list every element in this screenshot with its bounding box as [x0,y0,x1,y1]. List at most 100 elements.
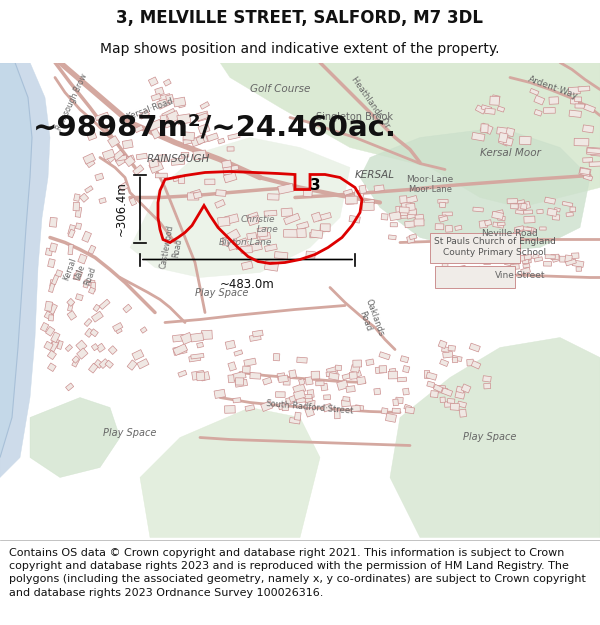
Bar [587,148,600,154]
Bar [491,95,500,103]
Bar [467,359,473,366]
Bar [178,370,187,377]
Bar [277,372,285,381]
Bar [284,229,299,238]
Bar [222,238,236,246]
Bar [580,168,590,175]
Bar [583,158,593,162]
Bar [396,206,403,214]
Bar [518,255,526,261]
Bar [233,398,241,403]
Bar [44,301,53,311]
Bar [326,371,337,377]
Bar [231,165,239,171]
Bar [85,186,93,193]
Bar [296,395,306,403]
Bar [245,405,254,411]
Bar [173,346,187,355]
Bar [359,185,367,194]
Bar [297,357,307,363]
Bar [113,150,124,161]
Bar [400,209,408,216]
Bar [403,388,409,395]
Bar [227,241,236,251]
Bar [415,214,424,222]
Bar [497,222,505,226]
Bar [334,411,340,419]
Text: South·Radford·Street: South·Radford·Street [266,399,355,416]
Bar [497,106,505,112]
Bar [68,302,73,311]
Bar [67,298,75,306]
Bar [493,210,503,216]
Bar [576,267,581,271]
Bar [426,372,437,380]
Bar [343,396,350,401]
Text: Rainsough Brow: Rainsough Brow [55,72,89,132]
Bar [140,327,147,333]
Bar [565,255,572,262]
Bar [49,243,58,252]
Bar [473,207,484,212]
Bar [107,154,115,162]
Bar [250,242,262,252]
Bar [311,371,320,379]
Text: Blyton·Lane: Blyton·Lane [218,238,272,247]
Text: Play Space: Play Space [103,428,157,438]
Bar [91,344,98,351]
Bar [562,201,573,207]
Bar [306,251,316,258]
Bar [307,389,314,398]
Bar [227,229,241,241]
Bar [475,105,486,114]
Bar [191,353,204,359]
Text: Play Space: Play Space [463,432,517,442]
Bar [471,361,481,369]
Bar [232,371,246,381]
Bar [282,405,289,411]
Bar [458,251,467,254]
Bar [77,348,88,359]
Bar [178,102,185,108]
Bar [401,212,409,218]
Bar [155,173,167,178]
Bar [521,227,532,231]
Bar [346,197,354,204]
Bar [523,257,531,263]
Bar [303,188,313,197]
Bar [214,389,226,399]
Bar [406,211,417,219]
Bar [409,234,417,240]
Bar [68,244,73,255]
Bar [523,257,529,264]
Bar [320,224,330,231]
Bar [47,259,55,268]
Text: Oaklands
Road: Oaklands Road [354,298,386,341]
Bar [68,224,76,236]
Bar [499,247,508,253]
Bar [278,375,289,382]
Bar [40,322,49,332]
Bar [437,386,445,390]
Text: Ardent·Way: Ardent·Way [527,74,579,101]
Bar [544,107,555,113]
Bar [196,111,209,121]
Bar [493,222,504,228]
Bar [305,377,313,385]
Bar [193,150,206,160]
Bar [578,86,590,91]
Text: Golf Course: Golf Course [250,84,310,94]
Bar [274,251,288,259]
Text: KERSAL: KERSAL [355,169,395,179]
Bar [456,265,466,271]
Bar [223,166,232,175]
Bar [404,404,412,411]
Bar [96,343,105,352]
Bar [400,207,409,213]
Bar [439,389,448,393]
Bar [583,125,593,133]
Bar [569,110,581,118]
Bar [200,371,210,381]
Bar [349,372,358,379]
Bar [547,208,557,216]
